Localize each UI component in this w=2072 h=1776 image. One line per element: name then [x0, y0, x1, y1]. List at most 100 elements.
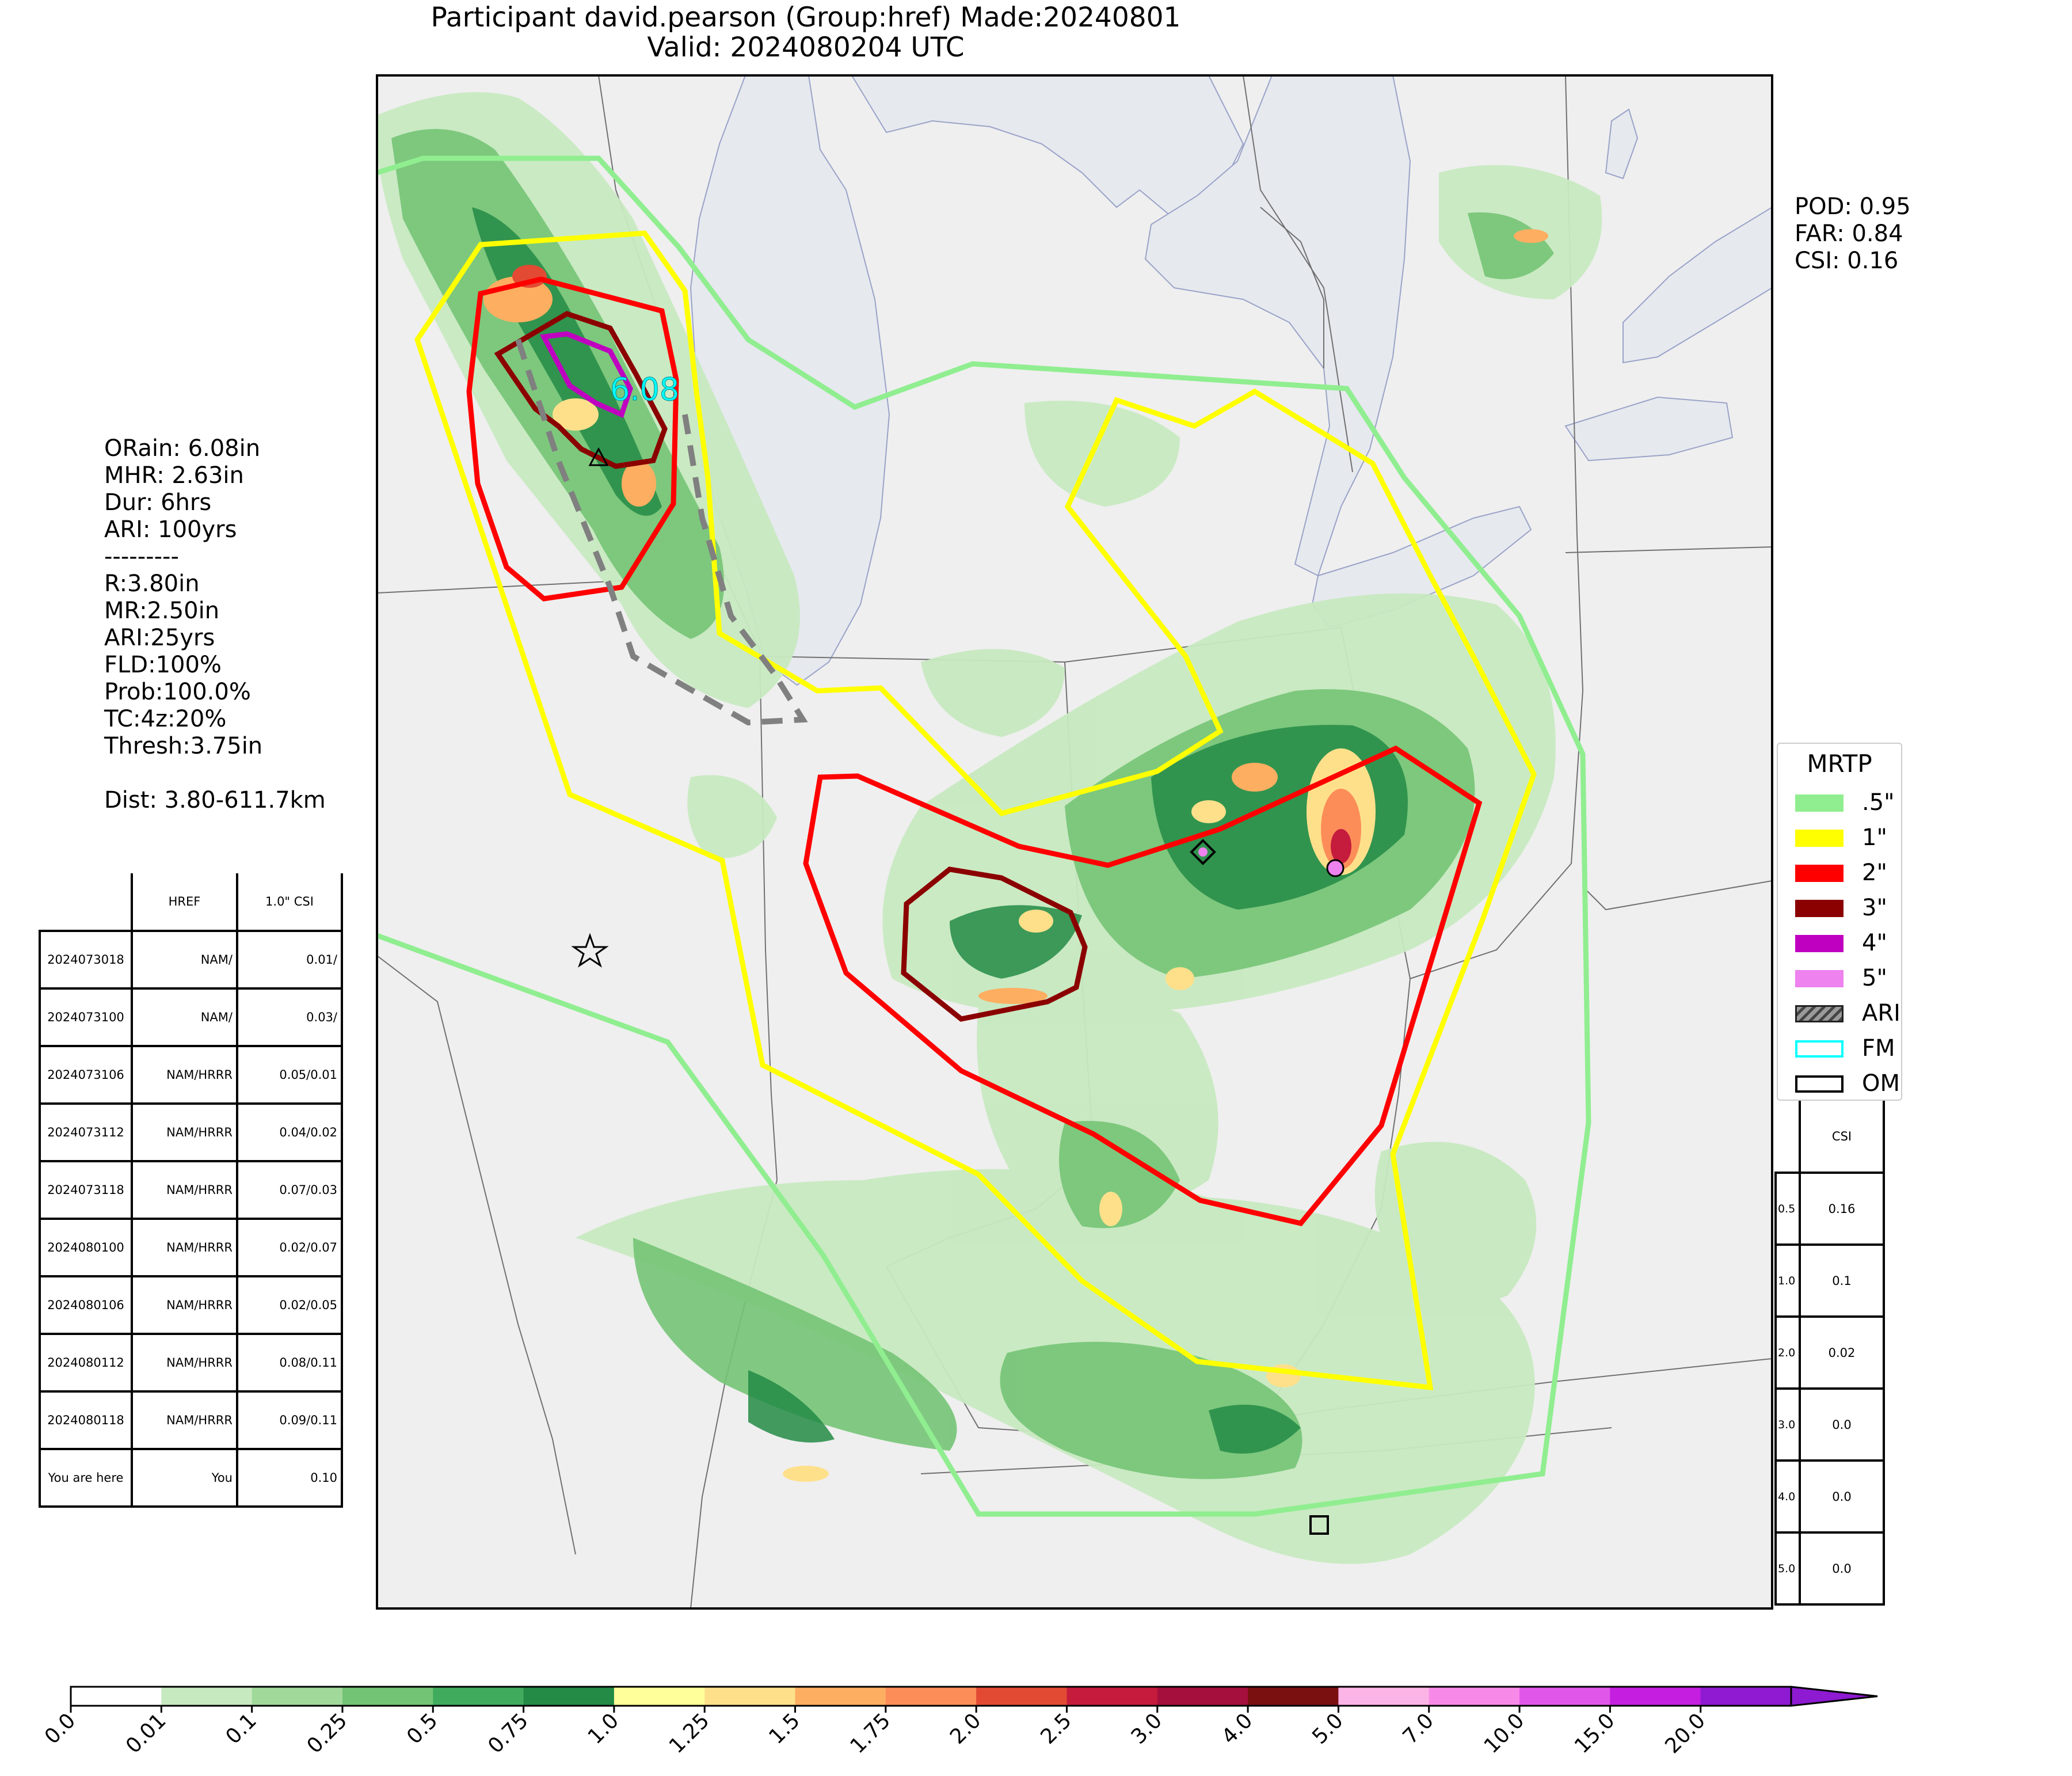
observation-summary: ORain: 6.08in MHR: 2.63in Dur: 6hrs ARI: 10…	[104, 435, 326, 814]
separator: ---------	[104, 543, 179, 570]
table-cell: 2024080106	[39, 1275, 133, 1335]
colorbar-tick-label: 0.25	[303, 1709, 352, 1758]
table-cell: 0.5	[1774, 1172, 1801, 1246]
table-row: You are here You 0.10	[39, 1448, 343, 1508]
legend-label: .5"	[1862, 789, 1895, 816]
circle-marker	[1326, 859, 1344, 877]
table-cell: 3.0	[1774, 1387, 1801, 1462]
legend-item: ARI	[1788, 998, 1900, 1028]
contour-3-inch-north	[494, 311, 668, 469]
mhr-stat: MHR: 2.63in	[104, 462, 244, 489]
legend-swatch	[1795, 794, 1844, 812]
table-header-cell: 1.0" CSI	[236, 873, 343, 932]
lake-ontario	[1564, 396, 1734, 462]
table-cell: 0.07/0.03	[236, 1160, 343, 1220]
table-cell: 0.04/0.02	[236, 1102, 343, 1162]
legend-item: 4"	[1788, 928, 1898, 958]
fld-stat: FLD:100%	[104, 652, 222, 678]
ari2-stat: ARI:25yrs	[104, 625, 215, 651]
contour-1-inch	[414, 230, 1537, 1391]
table-cell: 2024073118	[39, 1160, 133, 1220]
table-cell: 0.08/0.11	[236, 1333, 343, 1393]
colorbar-tick-label: 20.0	[1660, 1709, 1710, 1758]
table-cell: 4.0	[1774, 1459, 1801, 1534]
table-cell: 0.0	[1799, 1459, 1885, 1534]
legend-label: 3"	[1862, 895, 1887, 921]
contour-2-inch-south	[803, 745, 1483, 1227]
colorbar-tick-label: 10.0	[1480, 1709, 1529, 1758]
colorbar-segment	[976, 1687, 1067, 1706]
legend-item: OM	[1788, 1068, 1900, 1098]
table-row: 4.0 0.0	[1774, 1459, 1885, 1534]
colorbar-segment	[1248, 1687, 1339, 1706]
table-cell: 0.02	[1799, 1315, 1885, 1390]
table-cell: NAM/HRRR	[131, 1333, 238, 1393]
legend-title: MRTP	[1807, 750, 1872, 778]
colorbar-segment	[161, 1687, 253, 1706]
colorbar-segment	[71, 1687, 162, 1706]
table-row: 1.0 0.1	[1774, 1243, 1885, 1318]
colorbar-segment	[885, 1687, 977, 1706]
colorbar-tick-label: 7.0	[1399, 1709, 1438, 1748]
legend-swatch	[1795, 900, 1844, 917]
csi-stat: CSI: 0.16	[1795, 248, 1899, 274]
table-cell: You are here	[39, 1448, 133, 1508]
far-stat: FAR: 0.84	[1795, 220, 1903, 247]
table-cell: 2024080118	[39, 1390, 133, 1450]
contour-2-inch-north	[466, 276, 679, 602]
contour-4-inch	[539, 331, 633, 419]
legend-label: 2"	[1862, 860, 1887, 886]
observed-max-label: 6.08	[610, 371, 679, 408]
table-cell: NAM/HRRR	[131, 1218, 238, 1277]
canada-lakes	[1622, 206, 1772, 364]
colorbar-segment	[1067, 1687, 1158, 1706]
history-table: HREF 1.0" CSI 2024073018 NAM/0.01/202407310…	[39, 873, 343, 1508]
table-cell: 0.09/0.11	[236, 1390, 343, 1450]
table-cell: 0.1	[1799, 1243, 1885, 1318]
colorbar-segment	[1429, 1687, 1520, 1706]
colorbar-tick-label: 0.0	[40, 1709, 80, 1748]
table-cell: 5.0	[1774, 1531, 1801, 1606]
table-cell: You	[131, 1448, 238, 1508]
colorbar-tick-label: 5.0	[1308, 1709, 1347, 1748]
colorbar-segment	[795, 1687, 886, 1706]
legend-swatch	[1795, 1005, 1844, 1022]
colorbar-segment	[1338, 1687, 1430, 1706]
table-row: 2024080100 NAM/HRRR 0.02/0.07	[39, 1218, 343, 1277]
valid-time-subtitle: Valid: 2024080204 UTC	[647, 32, 965, 63]
table-cell: 2024080100	[39, 1218, 133, 1277]
legend-item: 3"	[1788, 893, 1898, 923]
legend-swatch	[1795, 1075, 1844, 1093]
table-cell: 0.16	[1799, 1172, 1885, 1246]
contour-half-inch	[377, 155, 1591, 1517]
table-cell: 0.0	[1799, 1387, 1885, 1462]
legend-label: 4"	[1862, 930, 1887, 956]
table-row: 2024080106 NAM/HRRR 0.02/0.05	[39, 1275, 343, 1335]
legend-swatch	[1795, 970, 1844, 987]
colorbar-tick-label: 0.1	[222, 1709, 261, 1748]
precip-colorbar: 0.0 0.01 0.1 0.25 0.5 0.75 1.0 1.25 1.5 1.75 2.0 2.…	[40, 1686, 1878, 1758]
table-cell: 0.05/0.01	[236, 1045, 343, 1105]
contour-3-inch-south	[901, 866, 1088, 1022]
table-header-cell	[40, 873, 133, 932]
table-header-cell	[1776, 1101, 1801, 1174]
table-cell: NAM/HRRR	[131, 1045, 238, 1105]
colorbar-tick-label: 1.25	[665, 1709, 714, 1758]
table-cell: 2024073106	[39, 1045, 133, 1105]
table-cell: NAM/HRRR	[131, 1102, 238, 1162]
table-row: 2024080112 NAM/HRRR 0.08/0.11	[39, 1333, 343, 1393]
table-row: 2024073100 NAM/0.03/	[39, 987, 343, 1047]
table-cell: 2024073112	[39, 1102, 133, 1162]
prob-stat: Prob:100.0%	[104, 679, 251, 705]
colorbar-tick-label: 1.0	[584, 1709, 623, 1748]
mrtp-legend: MRTP .5" 1" 2" 3" 4" 5" ARI FM OM	[1777, 743, 1902, 1101]
legend-swatch	[1795, 865, 1844, 882]
colorbar-segment	[433, 1687, 524, 1706]
colorbar-segment	[523, 1687, 615, 1706]
table-cell: NAM/HRRR	[131, 1275, 238, 1335]
legend-item: .5"	[1788, 788, 1898, 817]
mr-stat: MR:2.50in	[104, 598, 220, 624]
table-row: 2.0 0.02	[1774, 1315, 1885, 1390]
table-cell: NAM/	[131, 987, 238, 1047]
table-row: 0.5 0.16	[1774, 1172, 1885, 1246]
